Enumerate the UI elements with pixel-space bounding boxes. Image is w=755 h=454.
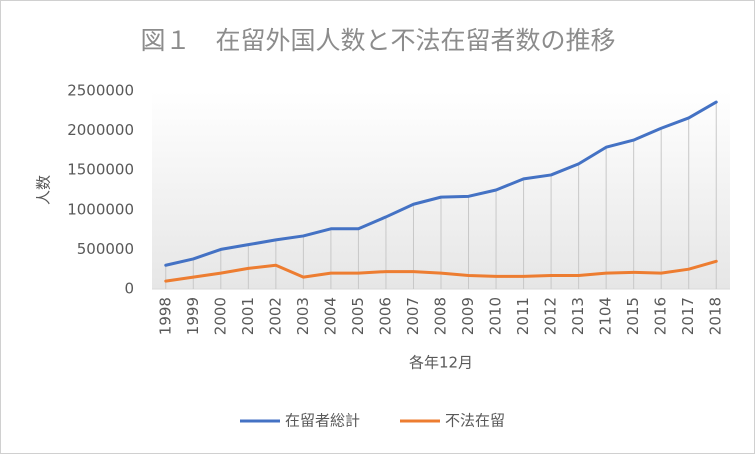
- x-tick-label: 2017: [679, 297, 697, 335]
- y-tick-label: 0: [124, 280, 134, 298]
- y-tick-label: 1000000: [67, 200, 134, 218]
- x-tick-label: 2104: [597, 297, 615, 335]
- x-axis-label: 各年12月: [409, 354, 473, 372]
- x-tick-label: 2011: [514, 297, 532, 335]
- y-tick-label: 2500000: [67, 82, 134, 100]
- chart-title: 図１ 在留外国人数と不法在留者数の推移: [140, 26, 615, 55]
- x-tick-label: 2010: [487, 297, 505, 335]
- x-tick-label: 2012: [542, 297, 560, 335]
- y-tick-label: 1500000: [67, 161, 134, 179]
- x-tick-label: 2004: [321, 297, 339, 335]
- x-tick-label: 2018: [707, 297, 725, 335]
- x-tick-label: 2013: [569, 297, 587, 335]
- x-tick-label: 2015: [624, 297, 642, 335]
- y-tick-label: 2000000: [67, 121, 134, 139]
- x-tick-label: 1999: [184, 297, 202, 335]
- x-tick-label: 2001: [239, 297, 257, 335]
- x-tick-label: 2016: [652, 297, 670, 335]
- x-tick-label: 2008: [432, 297, 450, 335]
- x-tick-label: 2007: [404, 297, 422, 335]
- x-tick-label: 2005: [349, 297, 367, 335]
- legend-label: 不法在留: [445, 412, 505, 430]
- x-tick-label: 2003: [294, 297, 312, 335]
- y-tick-label: 500000: [77, 240, 134, 258]
- legend-label: 在留者総計: [285, 412, 360, 430]
- x-tick-label: 2006: [376, 297, 394, 335]
- y-axis-label: 人数: [35, 175, 53, 205]
- line-series: [164, 259, 718, 283]
- x-tick-label: 2000: [211, 297, 229, 335]
- x-tick-label: 1998: [156, 297, 174, 335]
- x-tick-label: 2002: [266, 297, 284, 335]
- x-tick-label: 2009: [459, 297, 477, 335]
- line-series: [164, 100, 718, 267]
